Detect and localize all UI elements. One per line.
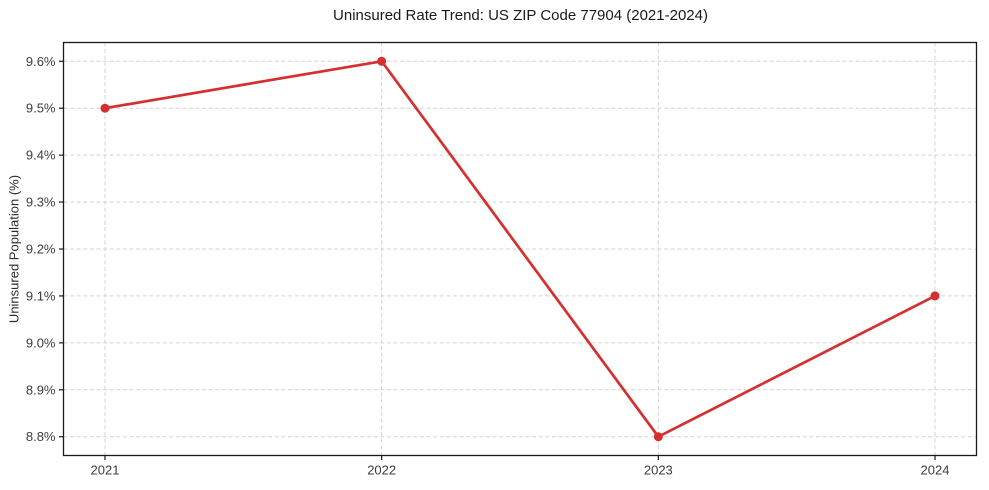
- x-tick-label: 2022: [367, 463, 396, 478]
- x-tick-label: 2021: [91, 463, 120, 478]
- x-tick-label: 2023: [644, 463, 673, 478]
- trend-line: [103, 59, 937, 439]
- y-tick-label: 8.9%: [26, 382, 56, 397]
- data-point-marker: [100, 103, 110, 113]
- data-point-marker: [377, 56, 387, 66]
- data-point-marker: [930, 291, 940, 301]
- y-tick-label: 9.4%: [26, 148, 56, 163]
- y-tick-label: 9.5%: [26, 101, 56, 116]
- x-tick-label: 2024: [921, 463, 950, 478]
- y-tick-label: 9.1%: [26, 288, 56, 303]
- y-tick-label: 9.6%: [26, 54, 56, 69]
- chart-title: Uninsured Rate Trend: US ZIP Code 77904 …: [333, 7, 708, 24]
- y-tick-label: 9.3%: [26, 195, 56, 210]
- data-point-marker: [653, 432, 663, 442]
- y-axis-label: Uninsured Population (%): [6, 174, 22, 324]
- y-tick-label: 9.2%: [26, 242, 56, 257]
- y-tick-label: 9.0%: [26, 335, 56, 350]
- y-tick-label: 8.8%: [26, 429, 56, 444]
